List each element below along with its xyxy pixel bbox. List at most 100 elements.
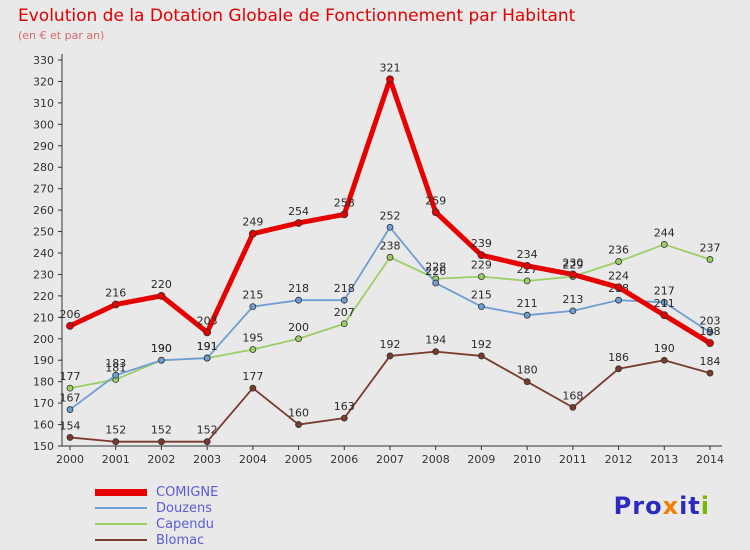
data-label: 244 (654, 226, 675, 239)
legend-label: Blomac (156, 532, 205, 548)
svg-text:290: 290 (33, 140, 54, 153)
data-label: 200 (288, 321, 309, 334)
data-point (66, 384, 74, 392)
legend-label: Douzens (156, 500, 213, 516)
data-label: 206 (60, 308, 81, 321)
data-point (158, 356, 165, 364)
data-point (706, 256, 714, 263)
data-label: 228 (425, 261, 446, 274)
data-point (614, 283, 623, 292)
chart-subtitle: (en € et par an) (18, 28, 105, 42)
data-label: 186 (608, 351, 629, 364)
data-label: 203 (197, 314, 218, 327)
svg-text:300: 300 (33, 118, 54, 131)
data-label: 192 (380, 338, 401, 351)
chart-area: 150 160 170 180 190 200 210 220 230 240 250 260 270 2… (0, 48, 750, 478)
data-label: 211 (517, 297, 538, 310)
data-label: 180 (517, 364, 538, 377)
data-label: 168 (562, 389, 583, 402)
data-label: 249 (242, 216, 263, 229)
data-label: 230 (562, 256, 583, 269)
svg-text:230: 230 (33, 268, 54, 281)
data-point (615, 365, 622, 373)
data-point (660, 298, 668, 306)
data-point (249, 384, 257, 392)
data-label: 218 (288, 282, 309, 295)
data-label: 190 (654, 342, 675, 355)
svg-text:170: 170 (33, 397, 54, 410)
data-point (386, 75, 394, 84)
data-label: 215 (242, 289, 263, 302)
y-axis: 150 160 170 180 190 200 210 220 230 240 250 260 270 2… (33, 54, 63, 453)
data-point (706, 369, 714, 377)
data-point (523, 277, 531, 285)
data-point (569, 307, 577, 315)
series-comigne: 206 216 220 203 249 254 258 321 259 239 234 230 224 2… (60, 61, 721, 347)
data-label: 160 (288, 407, 309, 420)
data-label: 195 (242, 332, 263, 345)
svg-text:2008: 2008 (422, 453, 450, 466)
data-point (660, 241, 668, 248)
series-blomac: 154 152 152 152 177 160 163 192 194 192 180 168 186 1… (60, 334, 721, 446)
data-label: 218 (334, 282, 355, 295)
svg-text:210: 210 (33, 311, 54, 324)
data-point (294, 219, 303, 227)
legend-swatch (95, 523, 147, 525)
data-point (340, 210, 349, 219)
data-label: 229 (562, 259, 583, 272)
data-label: 213 (562, 293, 583, 306)
legend-item-capendu: Capendu (95, 516, 218, 532)
data-point (568, 270, 577, 279)
svg-text:220: 220 (33, 290, 54, 303)
data-label: 154 (60, 419, 81, 432)
svg-text:2012: 2012 (605, 453, 633, 466)
data-point (249, 303, 257, 311)
svg-text:2003: 2003 (193, 453, 221, 466)
series-douzens: 1671831901912152182182522262152112132182… (60, 209, 721, 413)
data-label: 167 (60, 392, 81, 405)
logo-part: Pro (613, 492, 663, 520)
data-point (386, 253, 394, 261)
data-point (248, 229, 257, 238)
svg-text:2010: 2010 (513, 453, 541, 466)
logo-part: it (679, 492, 701, 520)
logo-part: i (700, 492, 710, 520)
data-point (523, 378, 531, 386)
svg-text:240: 240 (33, 247, 54, 260)
data-label: 190 (151, 342, 172, 355)
data-point (295, 296, 302, 304)
data-label: 238 (380, 239, 401, 252)
data-label: 207 (334, 306, 355, 319)
data-point (569, 403, 577, 411)
svg-text:2009: 2009 (467, 453, 495, 466)
data-point (478, 352, 485, 360)
data-label: 236 (608, 244, 629, 257)
data-point (203, 328, 212, 337)
svg-text:330: 330 (33, 54, 54, 67)
data-label: 252 (380, 209, 401, 222)
x-axis: 2000 2001 2002 2003 2004 2005 2006 2007 2008 2009… (56, 445, 724, 466)
legend-swatch (95, 507, 147, 509)
data-point (477, 251, 486, 260)
data-point (431, 208, 440, 217)
logo-part: x (662, 492, 680, 520)
data-point (203, 438, 211, 446)
data-point (157, 291, 166, 300)
data-label: 226 (425, 265, 446, 278)
data-point (706, 339, 714, 347)
data-label: 198 (700, 325, 721, 338)
data-label: 215 (471, 289, 492, 302)
legend-item-douzens: Douzens (95, 500, 218, 516)
data-label: 184 (700, 355, 721, 368)
data-point (478, 273, 485, 280)
svg-text:260: 260 (33, 204, 54, 217)
data-label: 152 (105, 424, 126, 437)
svg-text:2002: 2002 (147, 453, 175, 466)
data-point (66, 434, 74, 441)
svg-text:250: 250 (33, 226, 54, 239)
data-point (340, 414, 348, 422)
series-capendu: 1771811901911952002072382282292272292362… (60, 226, 721, 392)
svg-text:2007: 2007 (376, 453, 404, 466)
svg-text:2014: 2014 (696, 453, 724, 466)
svg-text:2005: 2005 (285, 453, 313, 466)
